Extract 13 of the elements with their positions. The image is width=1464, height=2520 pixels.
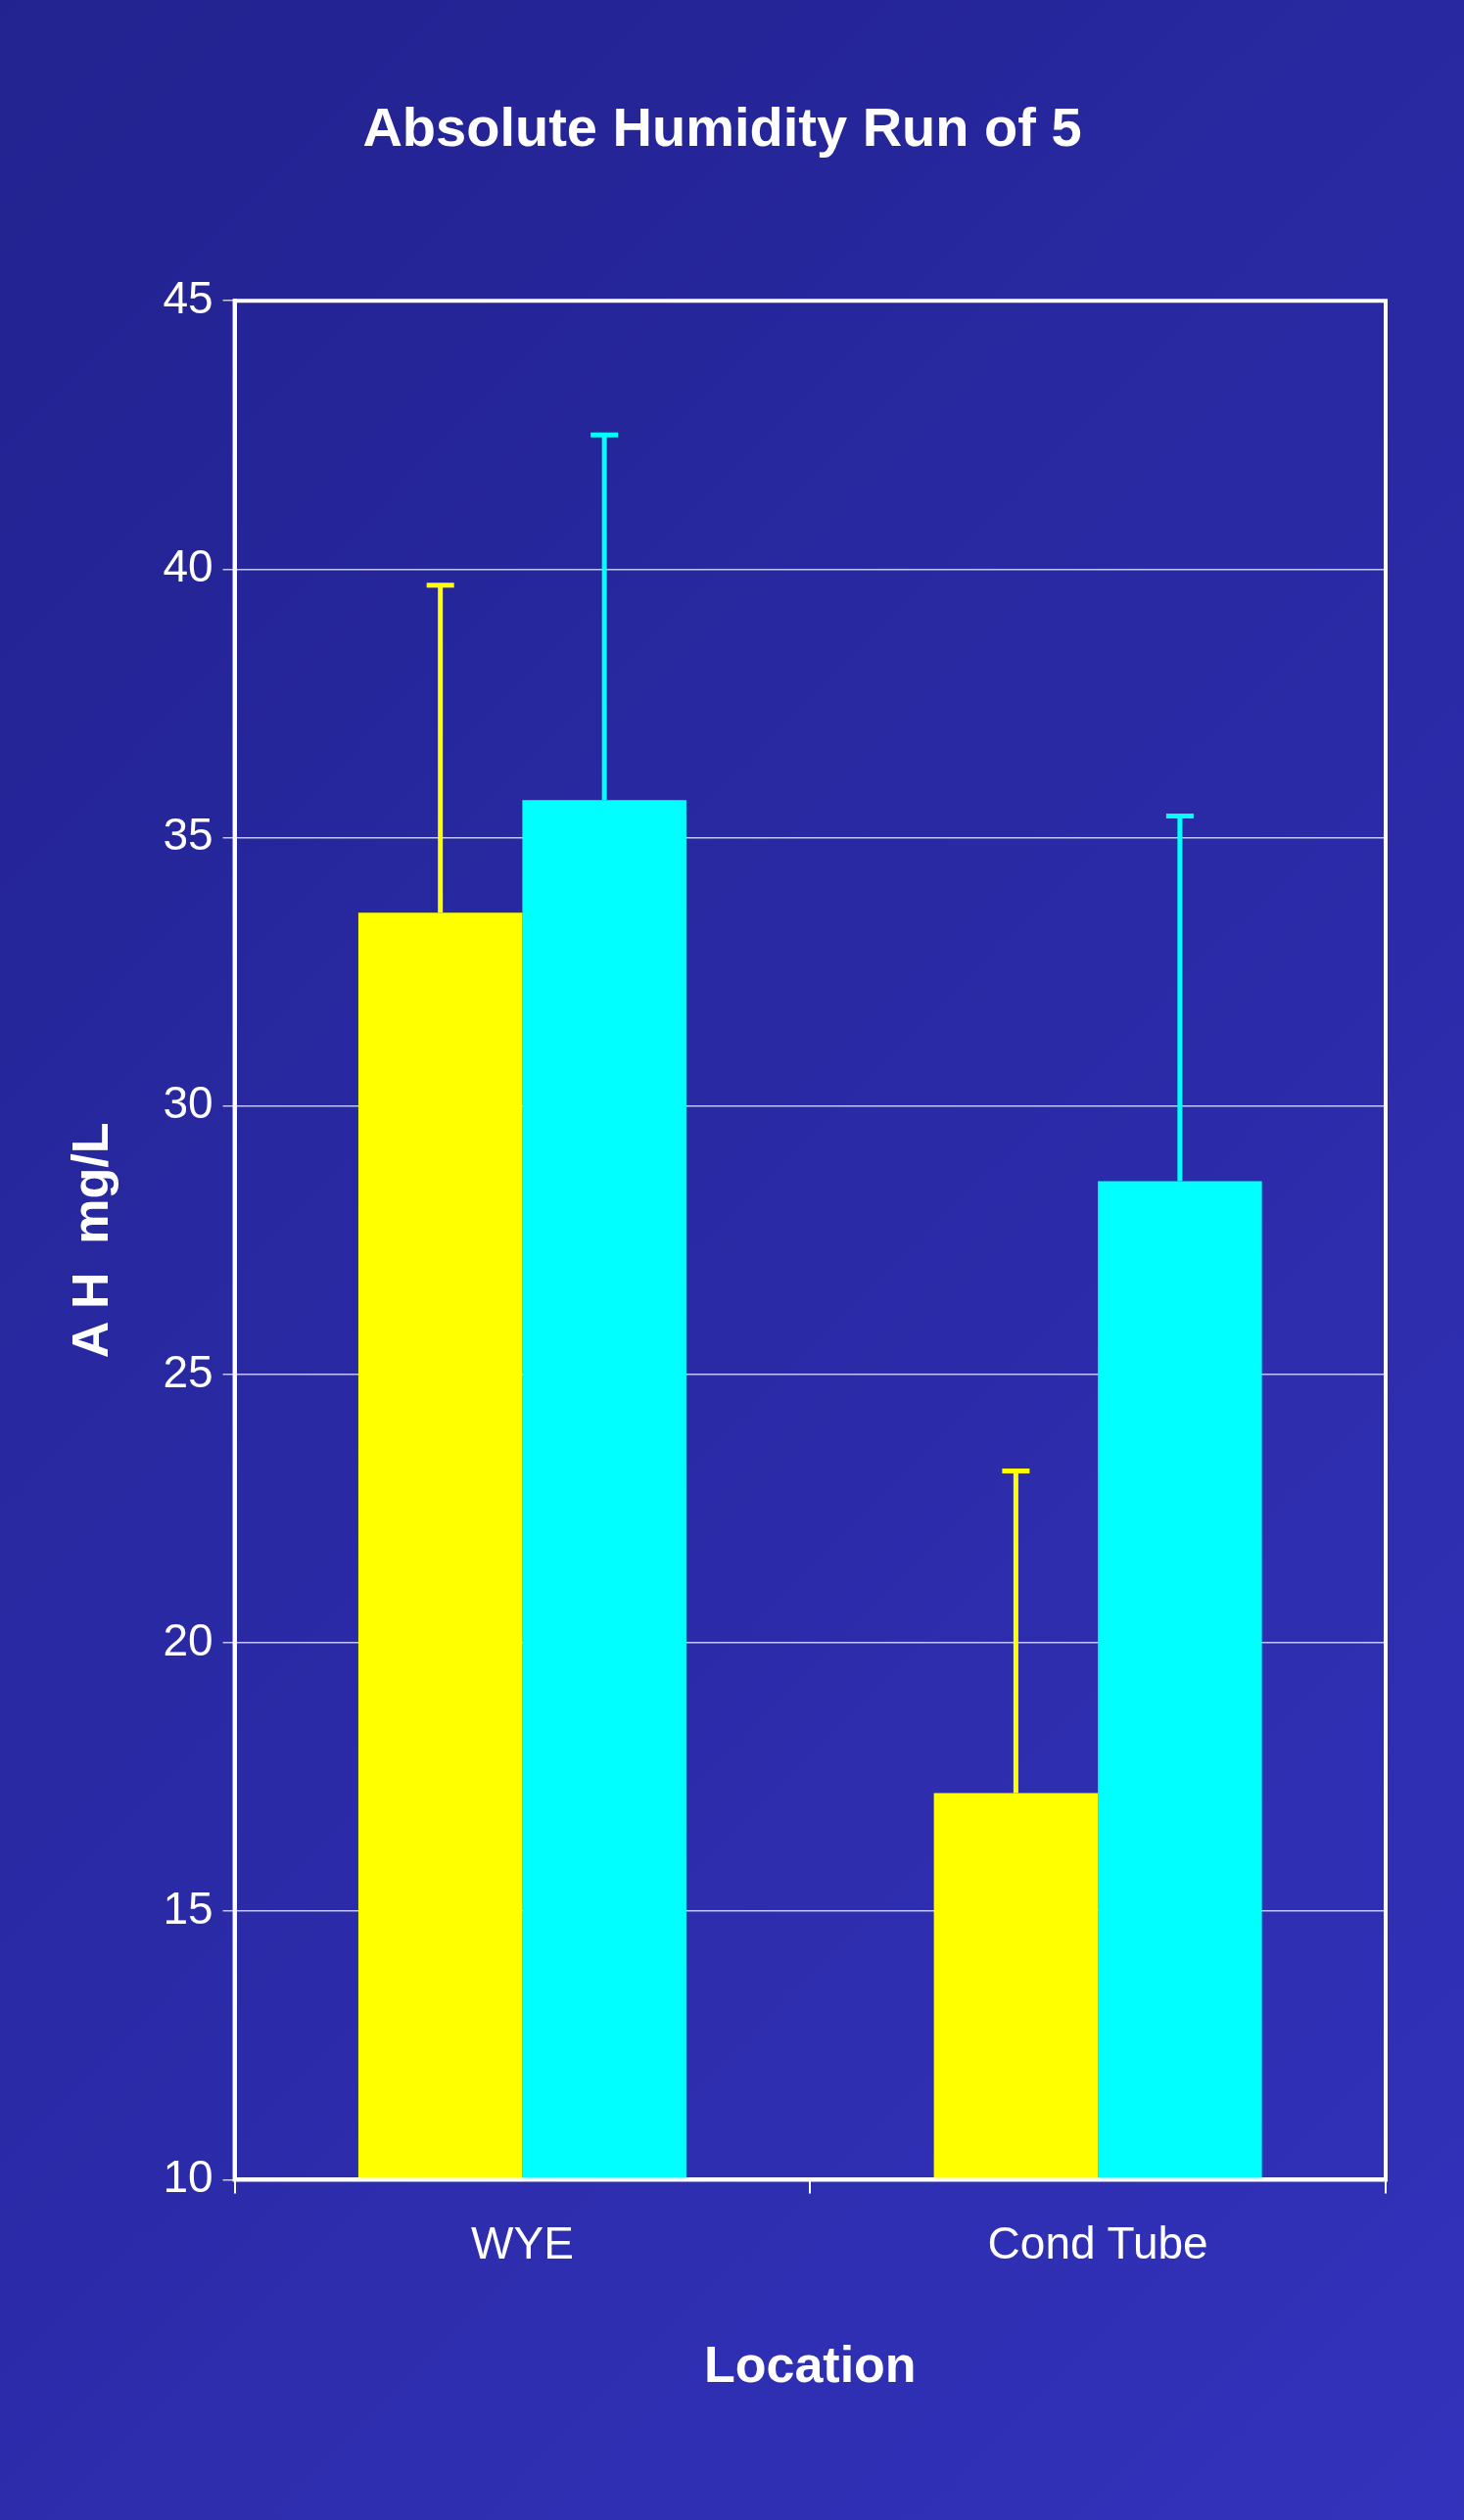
y-tick-label: 20 <box>163 1613 213 1665</box>
y-tick-label: 25 <box>163 1345 213 1397</box>
y-tick-label: 45 <box>163 271 213 323</box>
x-axis-title: Location <box>703 2336 917 2394</box>
y-axis-title: A H mg/L <box>61 1122 118 1359</box>
y-tick-label: 35 <box>163 809 213 861</box>
x-tick-label: WYE <box>471 2217 574 2268</box>
x-tick-label: Cond Tube <box>987 2217 1208 2268</box>
y-tick-label: 10 <box>163 2151 213 2203</box>
chart-title: Absolute Humidity Run of 5 <box>362 96 1082 159</box>
y-tick-label: 40 <box>163 540 213 592</box>
y-tick-label: 15 <box>163 1882 213 1934</box>
y-tick-label: 30 <box>163 1077 213 1129</box>
